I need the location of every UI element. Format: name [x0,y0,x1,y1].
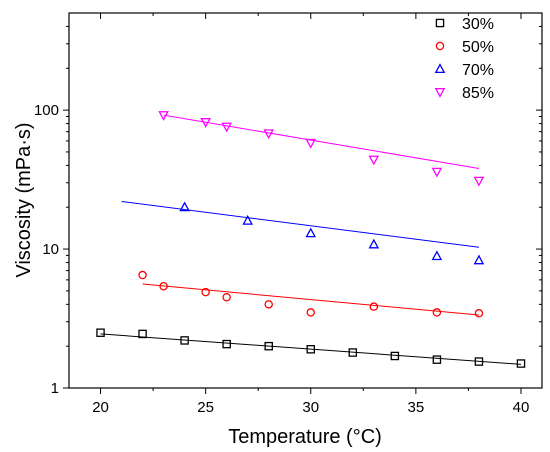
data-point [369,302,379,311]
data-point [138,270,147,280]
legend-marker [434,87,446,98]
data-point [222,292,231,302]
data-point [138,329,147,339]
plot-frame [68,12,543,389]
fit-line [100,333,522,365]
data-point [473,254,485,265]
data-point [431,250,443,261]
y-tick-label: 10 [42,241,59,258]
data-point [474,309,484,318]
fit-line [163,114,480,169]
y-tick-label: 100 [34,102,59,119]
data-point [306,308,316,317]
legend-marker [435,18,445,28]
x-tick-label: 35 [408,399,425,416]
legend-marker [435,41,445,51]
y-axis-label: Viscosity (mPa·s) [13,122,35,277]
data-point [263,129,274,140]
fit-line [142,283,479,316]
legend-label: 70% [462,62,494,79]
data-point [305,227,317,238]
data-point [390,351,400,361]
data-point [431,167,443,178]
data-point [264,300,273,309]
data-point [368,155,380,166]
legend: 30% 50% 70% 85% [434,16,494,102]
data-point [221,122,232,133]
data-point [306,345,316,354]
axis-ticks [63,13,542,394]
data-point [96,328,105,337]
x-tick-label: 25 [197,399,214,416]
data-point [473,176,485,187]
data-point [222,339,231,349]
x-tick-label: 40 [513,399,530,416]
legend-marker [434,63,446,74]
x-tick-label: 30 [302,399,319,416]
data-point [474,357,484,366]
tick-labels: 20 25 30 35 40 1 10 100 [34,102,529,416]
fit-line [121,200,479,248]
legend-label: 85% [462,85,494,102]
data-point [368,238,380,249]
data-point [432,308,442,317]
y-tick-label: 1 [51,380,59,397]
data-point [179,201,190,212]
data-point [242,214,253,225]
x-axis-label: Temperature (°C) [228,426,382,448]
data-point [348,348,358,357]
data-point [158,111,169,121]
data-point [159,281,168,291]
data-point [201,287,210,297]
legend-label: 50% [462,39,494,56]
data-point [516,359,526,368]
fit-lines [100,114,522,365]
data-point [180,336,189,345]
data-markers [96,111,526,368]
data-point [200,118,211,128]
x-tick-label: 20 [92,399,109,416]
legend-label: 30% [462,16,494,33]
data-point [264,341,273,351]
data-point [432,355,442,364]
data-point [305,138,317,149]
